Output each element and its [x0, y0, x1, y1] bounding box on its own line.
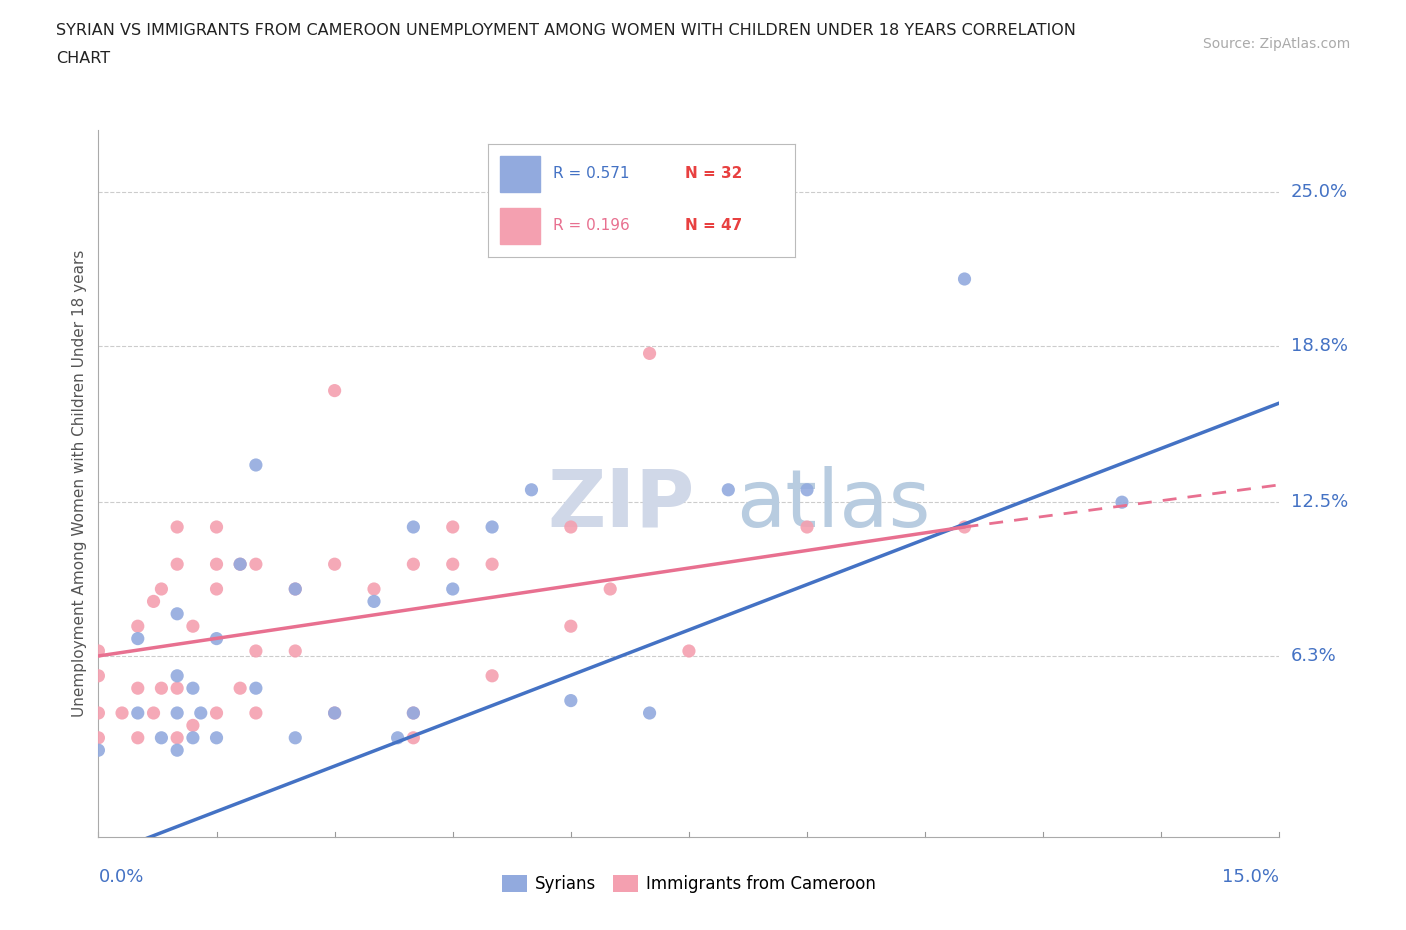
Point [205, 581, 228, 596]
Point [205, 631, 228, 646]
Point [166, 743, 188, 758]
Text: 12.5%: 12.5% [1291, 493, 1348, 512]
Point [166, 730, 188, 745]
Point [181, 618, 204, 633]
Point [205, 557, 228, 572]
Point [402, 706, 425, 721]
Point [166, 520, 188, 535]
Point [150, 681, 173, 696]
Point [142, 706, 165, 721]
Point [205, 520, 228, 535]
Point [150, 581, 173, 596]
Y-axis label: Unemployment Among Women with Children Under 18 years: Unemployment Among Women with Children U… [72, 250, 87, 717]
Point [166, 606, 188, 621]
Point [181, 718, 204, 733]
Point [560, 693, 582, 708]
Point [323, 557, 346, 572]
Text: 6.3%: 6.3% [1291, 647, 1336, 665]
Text: 15.0%: 15.0% [1222, 868, 1279, 885]
Text: 0.0%: 0.0% [98, 868, 143, 885]
Point [127, 681, 149, 696]
Point [678, 644, 700, 658]
Point [181, 681, 204, 696]
Text: 18.8%: 18.8% [1291, 337, 1347, 355]
Point [245, 458, 267, 472]
Point [284, 644, 307, 658]
Point [638, 706, 661, 721]
Point [481, 669, 503, 684]
Point [284, 730, 307, 745]
Point [520, 483, 543, 498]
Point [638, 346, 661, 361]
Point [402, 706, 425, 721]
Point [402, 520, 425, 535]
Point [127, 730, 149, 745]
Point [363, 594, 385, 609]
Point [323, 706, 346, 721]
Point [87, 743, 110, 758]
Point [229, 681, 252, 696]
Text: CHART: CHART [56, 51, 110, 66]
Legend: Syrians, Immigrants from Cameroon: Syrians, Immigrants from Cameroon [495, 868, 883, 899]
Point [245, 681, 267, 696]
Point [953, 520, 976, 535]
Point [284, 581, 307, 596]
Point [1111, 495, 1133, 510]
Point [953, 272, 976, 286]
Point [87, 730, 110, 745]
Point [323, 706, 346, 721]
Point [481, 520, 503, 535]
Point [205, 730, 228, 745]
Point [205, 706, 228, 721]
Point [323, 383, 346, 398]
Point [363, 581, 385, 596]
Point [142, 594, 165, 609]
Point [87, 669, 110, 684]
Point [127, 631, 149, 646]
Point [796, 483, 818, 498]
Point [481, 557, 503, 572]
Point [127, 706, 149, 721]
Text: SYRIAN VS IMMIGRANTS FROM CAMEROON UNEMPLOYMENT AMONG WOMEN WITH CHILDREN UNDER : SYRIAN VS IMMIGRANTS FROM CAMEROON UNEMP… [56, 23, 1076, 38]
Point [796, 520, 818, 535]
Point [402, 557, 425, 572]
Point [166, 681, 188, 696]
Point [441, 557, 464, 572]
Point [127, 618, 149, 633]
Point [245, 557, 267, 572]
Point [229, 557, 252, 572]
Point [717, 483, 740, 498]
Point [87, 644, 110, 658]
Point [229, 557, 252, 572]
Point [166, 557, 188, 572]
Point [245, 706, 267, 721]
Text: Source: ZipAtlas.com: Source: ZipAtlas.com [1202, 37, 1350, 51]
Point [111, 706, 134, 721]
Point [150, 730, 173, 745]
Point [87, 706, 110, 721]
Text: ZIP: ZIP [547, 466, 695, 544]
Point [284, 581, 307, 596]
Point [166, 706, 188, 721]
Point [560, 618, 582, 633]
Point [560, 520, 582, 535]
Point [190, 706, 212, 721]
Point [441, 581, 464, 596]
Point [402, 730, 425, 745]
Point [441, 520, 464, 535]
Point [245, 644, 267, 658]
Point [166, 669, 188, 684]
Point [387, 730, 409, 745]
Text: atlas: atlas [737, 466, 931, 544]
Point [181, 730, 204, 745]
Text: 25.0%: 25.0% [1291, 183, 1348, 201]
Point [599, 581, 621, 596]
